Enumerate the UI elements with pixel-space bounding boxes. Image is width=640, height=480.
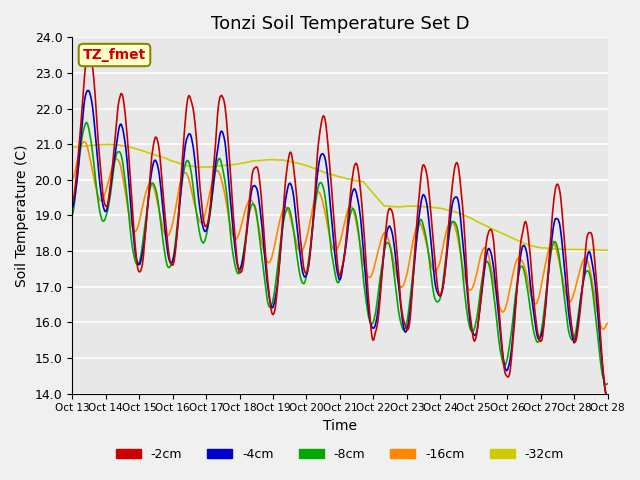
-16cm bbox=[396, 283, 403, 289]
-2cm bbox=[132, 248, 140, 254]
-32cm bbox=[426, 204, 433, 210]
-32cm bbox=[257, 157, 264, 163]
-8cm bbox=[277, 236, 285, 242]
-8cm bbox=[230, 258, 238, 264]
-32cm bbox=[68, 144, 76, 150]
-8cm bbox=[83, 120, 90, 125]
-8cm bbox=[257, 245, 264, 251]
-16cm bbox=[600, 326, 607, 332]
-4cm bbox=[257, 212, 264, 217]
-16cm bbox=[68, 176, 76, 181]
-4cm bbox=[277, 244, 285, 250]
-2cm bbox=[277, 240, 285, 246]
-2cm bbox=[257, 188, 264, 193]
-16cm bbox=[604, 321, 612, 326]
-2cm bbox=[230, 223, 238, 229]
Line: -32cm: -32cm bbox=[72, 144, 608, 251]
Title: Tonzi Soil Temperature Set D: Tonzi Soil Temperature Set D bbox=[211, 15, 469, 33]
-4cm bbox=[68, 205, 76, 211]
-4cm bbox=[84, 87, 92, 93]
-4cm bbox=[230, 237, 238, 243]
-32cm bbox=[277, 157, 285, 163]
Text: TZ_fmet: TZ_fmet bbox=[83, 48, 146, 62]
Y-axis label: Soil Temperature (C): Soil Temperature (C) bbox=[15, 144, 29, 287]
Legend: -2cm, -4cm, -8cm, -16cm, -32cm: -2cm, -4cm, -8cm, -16cm, -32cm bbox=[111, 443, 569, 466]
-2cm bbox=[396, 285, 403, 291]
-2cm bbox=[68, 200, 76, 206]
-2cm bbox=[426, 196, 433, 202]
Line: -2cm: -2cm bbox=[72, 53, 608, 401]
-8cm bbox=[132, 259, 140, 265]
-2cm bbox=[604, 398, 612, 404]
-8cm bbox=[602, 382, 610, 387]
-32cm bbox=[604, 247, 612, 253]
-4cm bbox=[396, 292, 403, 298]
-4cm bbox=[604, 395, 612, 400]
-32cm bbox=[132, 146, 140, 152]
-8cm bbox=[68, 212, 76, 218]
-8cm bbox=[426, 260, 433, 266]
-32cm bbox=[396, 204, 403, 210]
-2cm bbox=[84, 50, 92, 56]
-16cm bbox=[80, 139, 88, 144]
Line: -8cm: -8cm bbox=[72, 122, 608, 384]
-4cm bbox=[132, 252, 140, 258]
-32cm bbox=[103, 141, 111, 147]
-4cm bbox=[426, 225, 433, 231]
-8cm bbox=[396, 314, 403, 320]
-16cm bbox=[230, 235, 238, 241]
-16cm bbox=[257, 235, 264, 240]
-32cm bbox=[601, 248, 609, 253]
X-axis label: Time: Time bbox=[323, 419, 357, 433]
-16cm bbox=[277, 213, 285, 219]
-16cm bbox=[426, 254, 433, 260]
-8cm bbox=[604, 381, 612, 386]
-16cm bbox=[132, 228, 140, 234]
Line: -16cm: -16cm bbox=[72, 142, 608, 329]
Line: -4cm: -4cm bbox=[72, 90, 608, 397]
-32cm bbox=[230, 162, 238, 168]
